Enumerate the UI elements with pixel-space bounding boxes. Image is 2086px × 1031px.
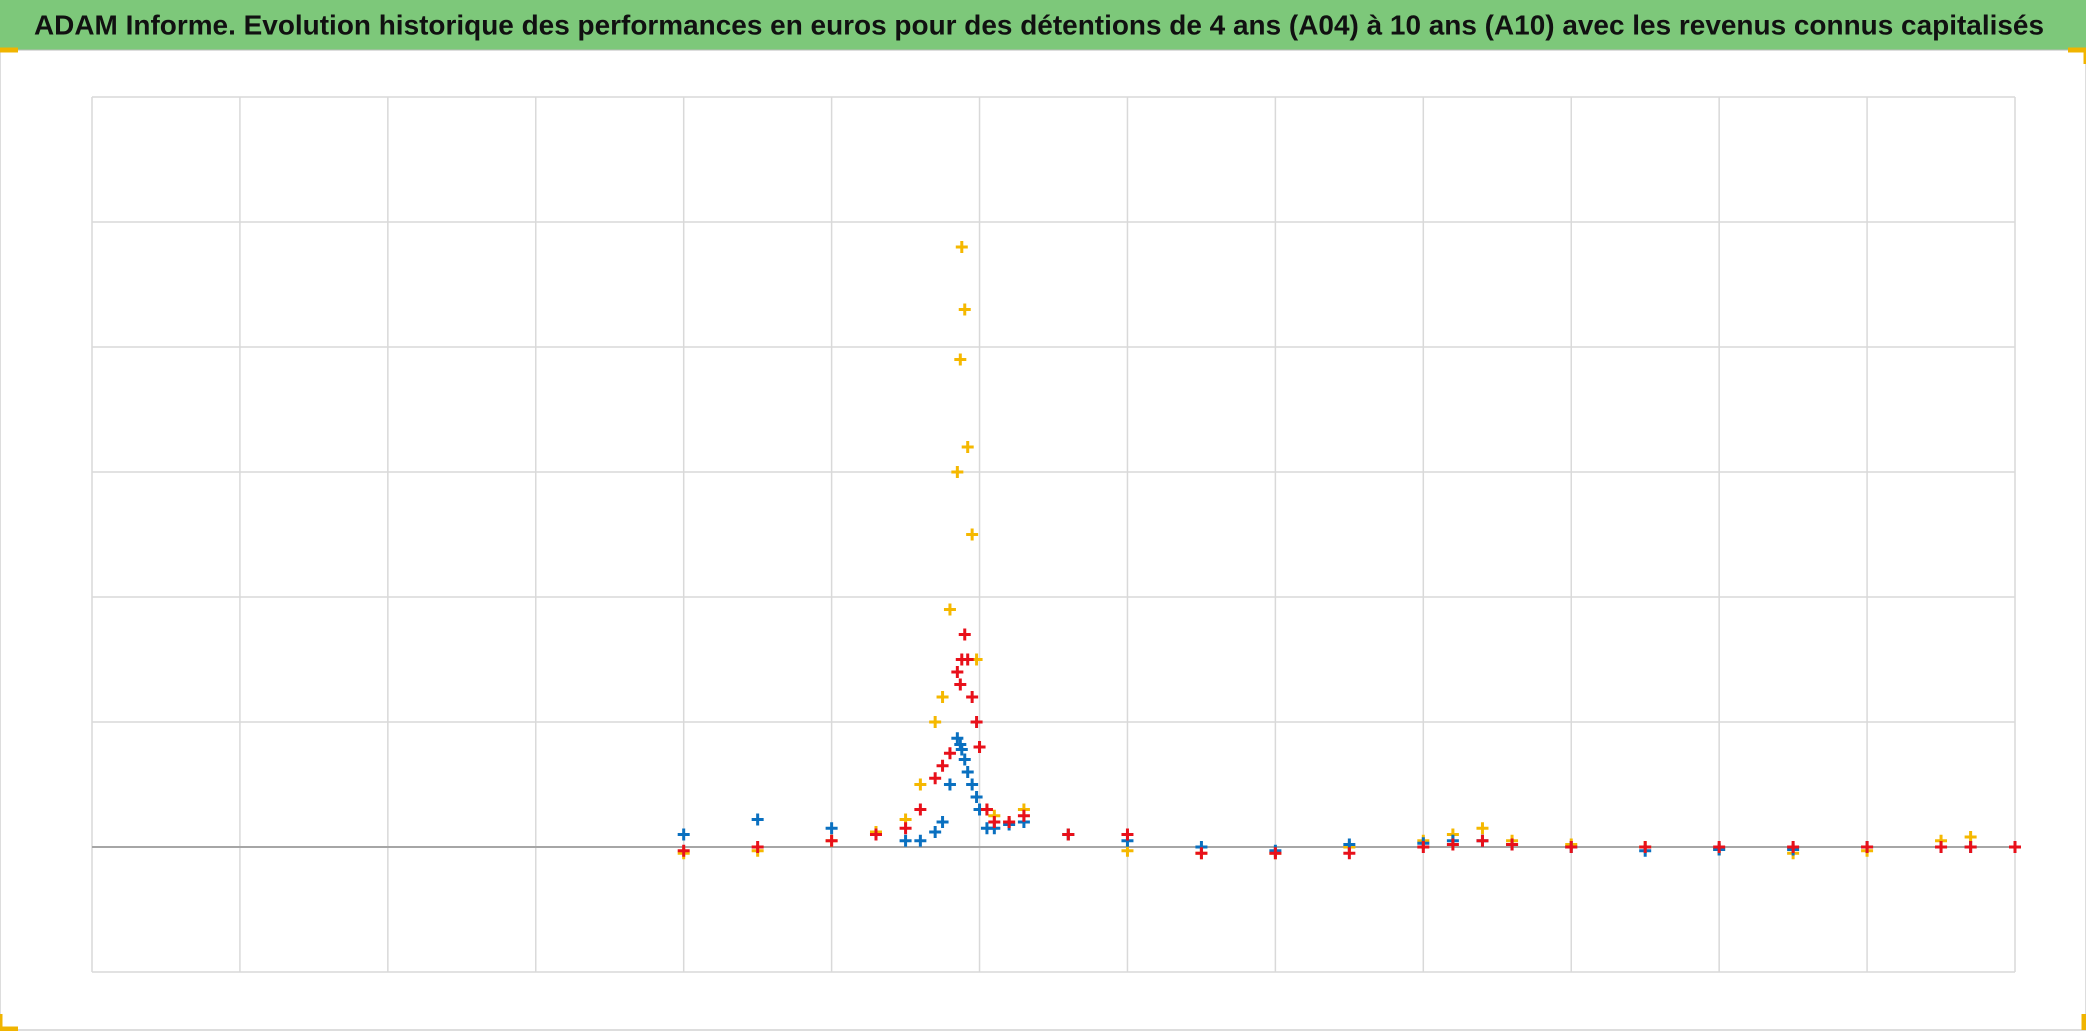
point	[951, 466, 964, 478]
point	[988, 816, 1001, 828]
point	[1476, 834, 1489, 847]
point	[751, 841, 764, 853]
point	[943, 603, 956, 616]
title-bar	[0, 0, 2086, 50]
point	[961, 441, 974, 453]
point	[936, 759, 949, 772]
point	[914, 778, 927, 791]
point	[1195, 847, 1208, 860]
point	[914, 834, 927, 847]
point	[1639, 841, 1652, 853]
point	[958, 628, 971, 641]
point	[1964, 841, 1977, 853]
point	[961, 766, 974, 778]
point	[951, 732, 964, 745]
point	[955, 743, 968, 756]
point	[1506, 838, 1519, 851]
point	[1446, 838, 1459, 851]
point	[955, 241, 968, 253]
point	[869, 828, 882, 841]
point	[943, 747, 956, 760]
point	[958, 303, 971, 316]
point	[966, 778, 979, 791]
point	[970, 791, 983, 803]
point	[1476, 822, 1489, 835]
point	[1269, 847, 1282, 860]
point	[961, 653, 974, 666]
point	[936, 691, 949, 703]
point	[929, 716, 942, 728]
point	[899, 822, 912, 835]
point	[936, 816, 949, 828]
point	[1935, 841, 1948, 853]
point	[954, 353, 967, 366]
point	[1861, 841, 1874, 853]
point	[899, 834, 912, 847]
point	[2009, 841, 2021, 853]
point	[825, 834, 838, 847]
corner-marks	[0, 47, 2086, 1031]
point	[966, 528, 979, 541]
point	[1121, 828, 1134, 841]
point	[1062, 828, 1075, 841]
point	[1787, 841, 1800, 853]
point	[1713, 841, 1726, 853]
point	[973, 741, 986, 753]
point	[677, 844, 690, 857]
point	[929, 772, 942, 785]
point	[751, 813, 764, 826]
chart-title: ADAM Informe. Evolution historique des p…	[34, 9, 2044, 40]
point	[943, 778, 956, 791]
point	[966, 691, 979, 703]
point	[954, 678, 967, 691]
point	[1565, 841, 1578, 853]
point	[677, 828, 690, 841]
point	[970, 716, 983, 728]
point	[825, 822, 838, 835]
point	[914, 803, 927, 816]
point	[1343, 847, 1356, 860]
point	[1003, 816, 1016, 828]
point	[980, 803, 993, 816]
point	[1017, 809, 1030, 822]
point	[1417, 841, 1430, 853]
point	[958, 753, 971, 766]
point	[951, 666, 964, 678]
frame	[0, 49, 2086, 1031]
point	[929, 826, 942, 838]
